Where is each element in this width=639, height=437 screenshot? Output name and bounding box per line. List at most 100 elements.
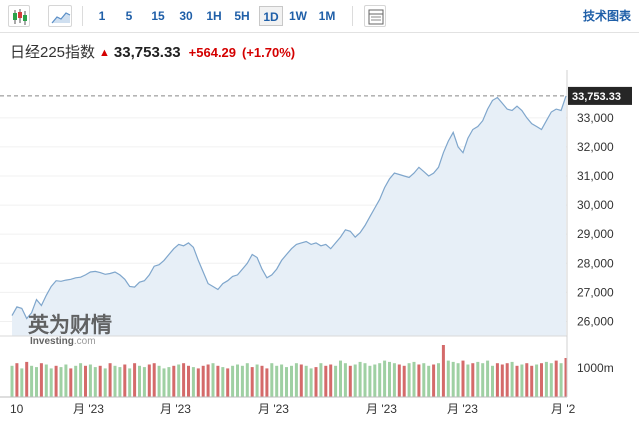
volume-bar [422,363,426,397]
price-change: +564.29 [188,45,237,60]
volume-bar [280,364,284,397]
volume-bar [412,361,416,397]
volume-bar [54,365,58,397]
y-tick-label: 26,000 [577,314,614,328]
area-chart-icon[interactable] [48,5,72,27]
volume-bar [152,363,156,397]
volume-bar [133,363,137,397]
volume-bar [530,365,534,397]
volume-bar [392,363,396,397]
volume-bar [402,365,406,397]
volume-bar [128,368,132,397]
volume-bar [206,364,210,397]
volume-bar [196,368,200,397]
interval-30[interactable]: 30 [179,9,193,23]
volume-bar [260,365,264,397]
volume-bar [299,364,303,397]
interval-15[interactable]: 15 [151,9,165,23]
volume-bar [74,365,78,397]
candlestick-icon[interactable] [8,5,30,27]
volume-bar [515,365,519,397]
volume-bar [388,361,391,397]
volume-bar [25,361,29,397]
volume-bar [407,363,411,397]
volume-bar [49,368,53,397]
interval-1w[interactable]: 1W [289,9,307,23]
volume-bar [201,365,205,397]
volume-bar [88,364,92,397]
volume-bar [368,365,372,397]
volume-bar [172,365,176,397]
volume-bar [10,365,14,397]
current-price-label: 33,753.33 [572,91,621,103]
volume-bar [535,364,539,397]
volume-bar [157,365,161,397]
volume-bar [481,363,485,397]
volume-bar [544,361,548,397]
volume-bar [231,365,235,397]
interval-1m[interactable]: 1M [318,9,336,23]
volume-bar [348,365,352,397]
x-tick-label: 月 '23 [73,402,104,416]
quote-header: 日经225指数 ▲ 33,753.33 +564.29 (+1.70%) [10,42,295,64]
volume-bar [240,365,244,397]
interval-1h[interactable]: 1H [206,9,222,23]
tech-chart-link[interactable]: 技术图表 [582,9,631,23]
volume-bar [456,363,460,397]
y-tick-label: 31,000 [577,169,614,183]
volume-bar [549,363,553,397]
volume-bar [211,363,215,397]
volume-bar [432,364,436,397]
toolbar-separator [82,6,83,26]
price-chart[interactable]: 26,000 27,000 28,000 29,000 30,000 31,000 32,0… [0,70,639,437]
last-price: 33,753.33 [113,44,181,61]
volume-bar [138,365,141,397]
x-tick-label: 月 '23 [366,402,397,416]
y-tick-label: 30,000 [577,198,614,212]
table-icon[interactable] [364,5,386,27]
volume-axis-label: 1000m [577,361,614,375]
volume-bar [79,363,83,397]
volume-bar [554,360,558,397]
interval-5[interactable]: 5 [125,9,133,23]
volume-bar [191,367,195,397]
volume-bar [93,367,97,397]
volume-bar [339,360,342,397]
volume-bar [187,365,190,397]
volume-bar [69,368,73,397]
volume-bar [397,364,401,397]
volume-bar [123,364,127,397]
volume-bar [353,364,357,397]
price-area [12,95,566,337]
volume-bar [216,365,220,397]
volume-bar [30,365,34,397]
volume-bar [250,367,254,397]
volume-bar [64,364,68,397]
volume-bar [113,365,117,397]
up-arrow-icon: ▲ [99,47,110,59]
volume-bar [525,363,529,397]
volume-bar [505,363,509,397]
volume-bar [59,367,63,397]
volume-bar [245,363,249,397]
volume-bar [98,365,102,397]
price-line [11,95,567,320]
volume-bar [108,363,112,397]
x-tick-label: 10 [10,402,24,416]
y-tick-label: 33,000 [577,111,614,125]
volume-bar [373,364,377,397]
volume-bar [417,364,421,397]
volume-bar [446,360,450,397]
volume-bar [265,368,269,397]
interval-1[interactable]: 1 [98,9,106,23]
interval-5h[interactable]: 5H [234,9,250,23]
x-tick-label: 月 '2 [551,402,576,416]
interval-1d[interactable]: 1D [259,6,283,26]
volume-bar [495,363,499,397]
volume-bar [290,365,293,397]
watermark-suffix: .com [74,336,96,347]
volume-bar [451,361,455,397]
volume-bar [319,363,323,397]
volume-bar [476,361,480,397]
volume-bar [147,364,151,397]
